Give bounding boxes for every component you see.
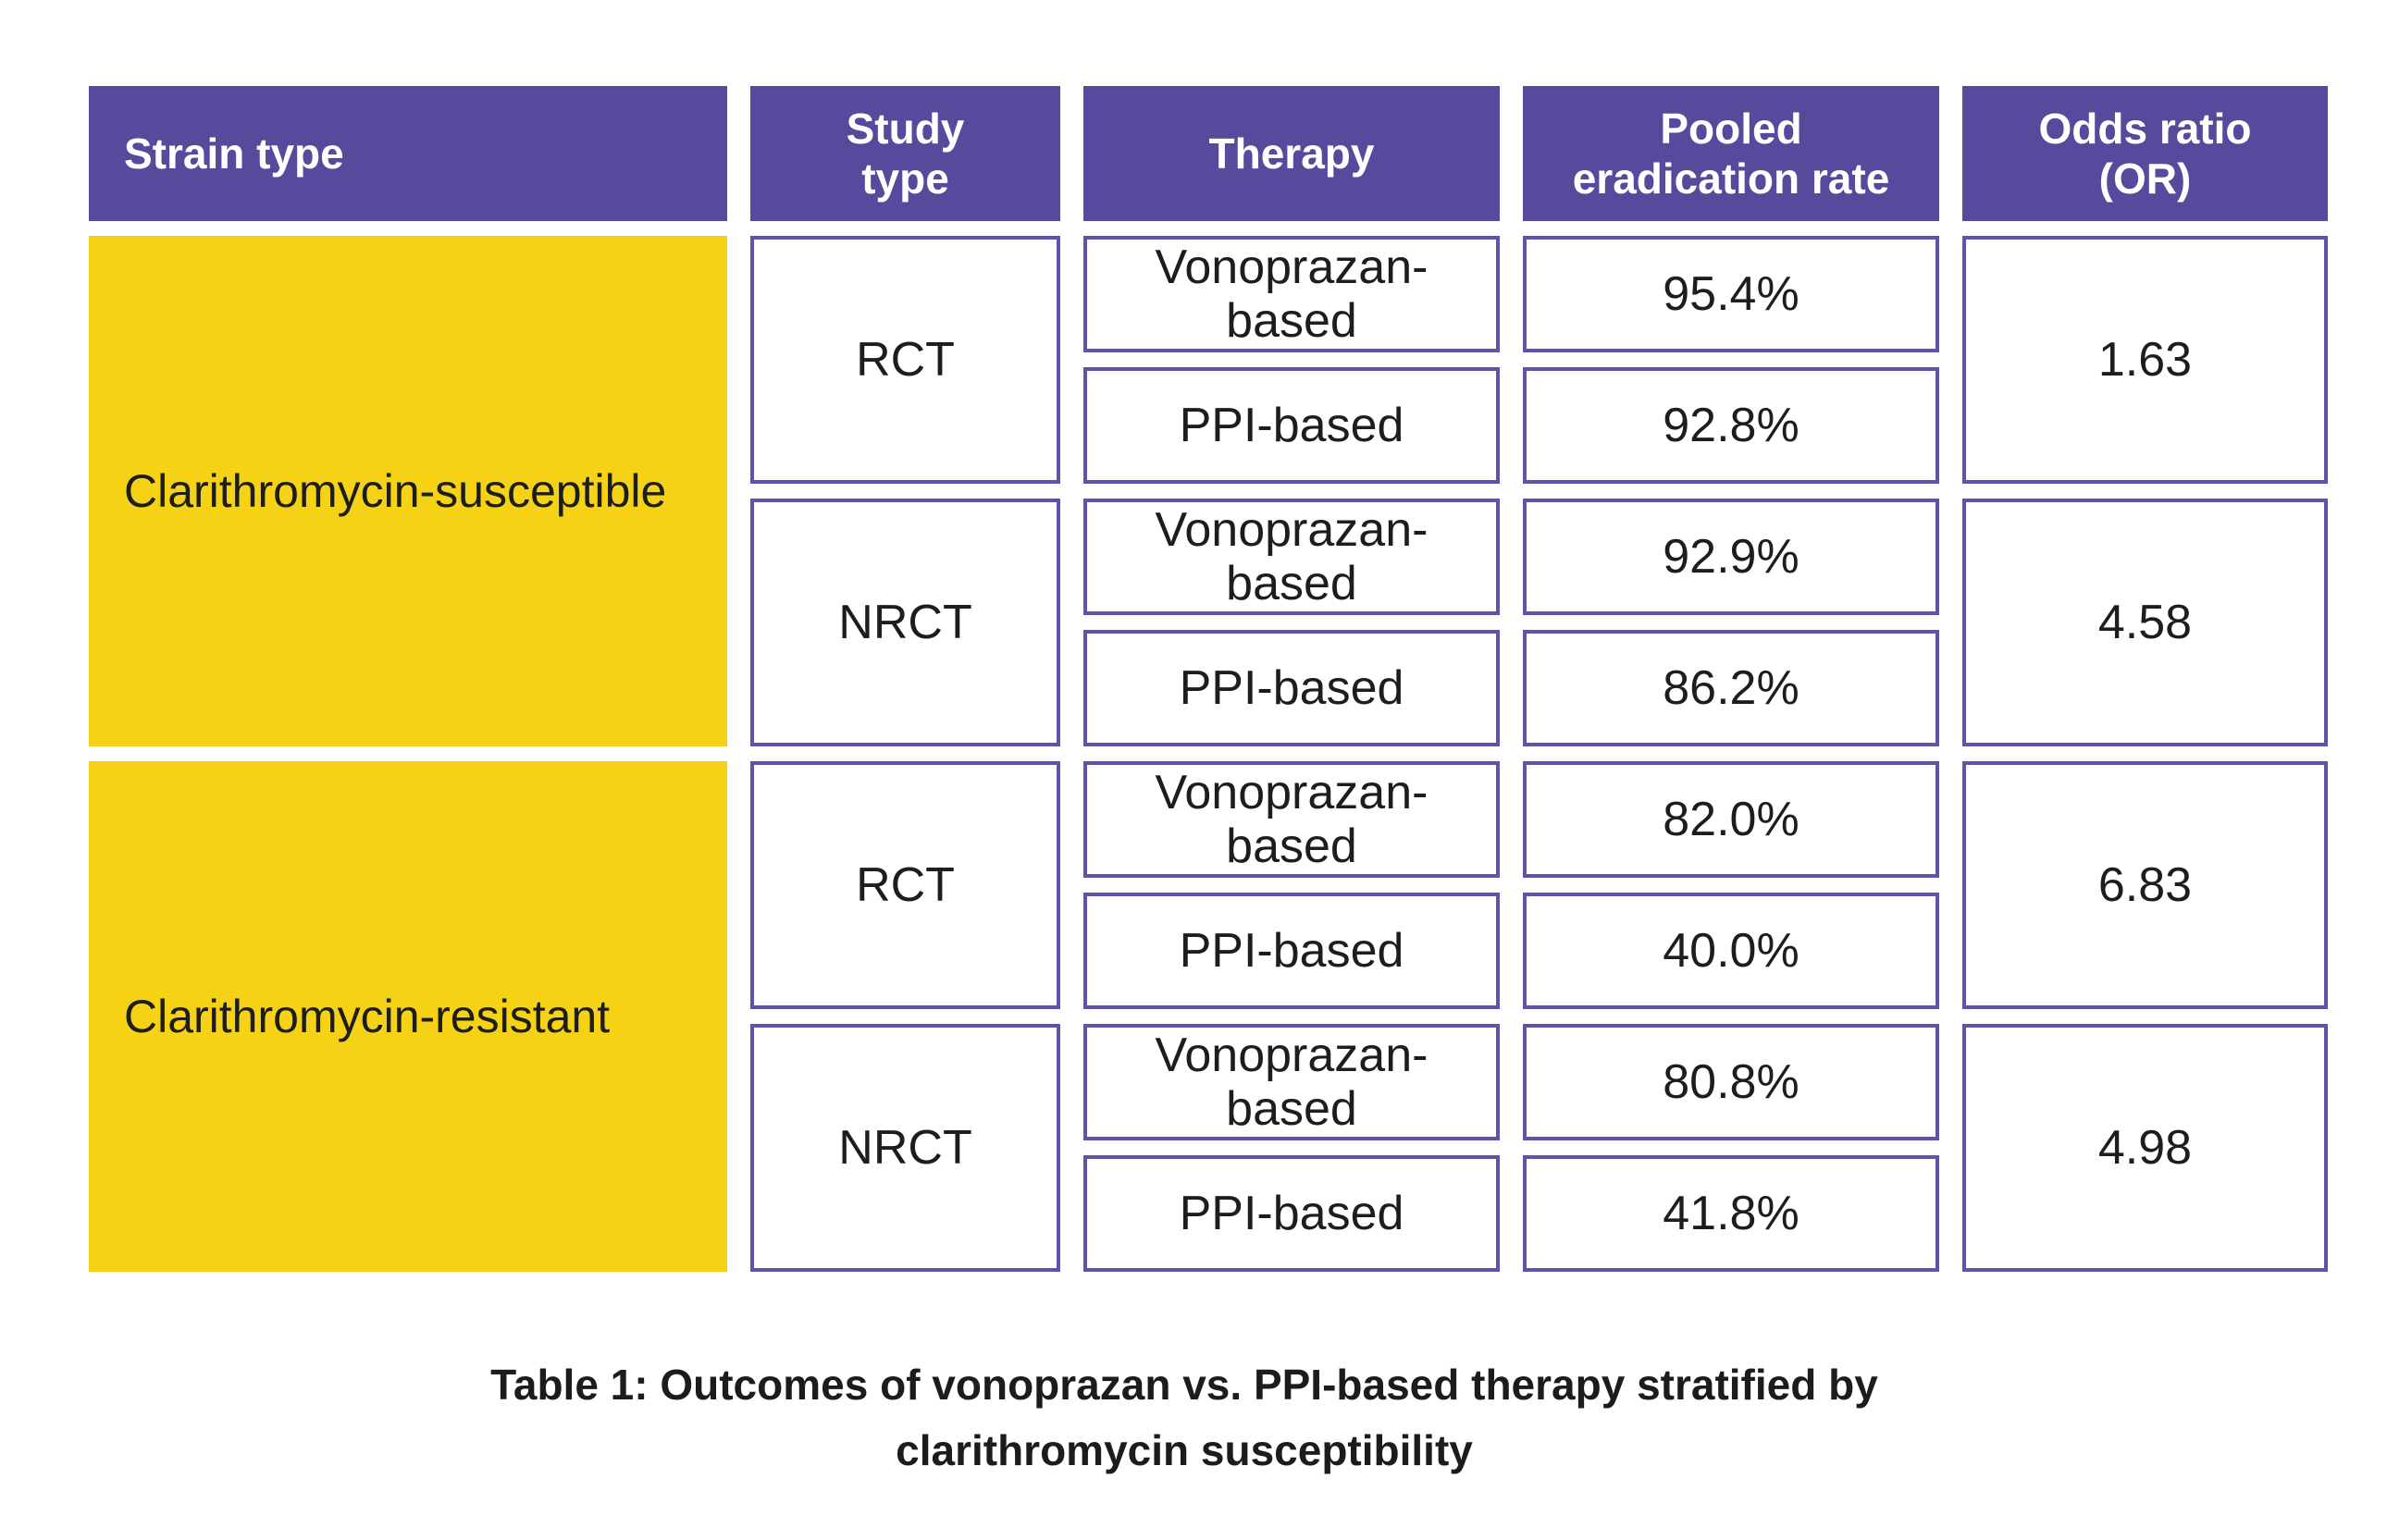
column-header-strain-type: Strain type [89,86,727,221]
header-label: Therapy [1208,129,1375,178]
odds-ratio-cell: 6.83 [1962,761,2328,1009]
therapy-cell: Vonoprazan-based [1083,236,1500,352]
eradication-rate-cell: 40.0% [1523,893,1939,1009]
odds-ratio-cell: 4.58 [1962,499,2328,746]
column-header-study-type: Study type [750,86,1060,221]
header-label-line: Study [846,104,965,153]
rate-value: 41.8% [1663,1186,1800,1240]
study-type-label: NRCT [838,1120,972,1175]
eradication-rate-cell: 82.0% [1523,761,1939,878]
strain-cell-susceptible: Clarithromycin-susceptible [89,236,727,746]
odds-ratio-value: 4.98 [2097,1120,2193,1175]
eradication-rate-cell: 95.4% [1523,236,1939,352]
odds-ratio-value: 1.63 [2097,332,2193,387]
rate-value: 95.4% [1663,266,1800,321]
header-label: Strain type [124,129,344,178]
header-label-line: eradication rate [1572,154,1890,203]
column-header-odds-ratio: Odds ratio (OR) [1962,86,2328,221]
therapy-label: PPI-based [1179,660,1404,715]
eradication-rate-cell: 92.8% [1523,367,1939,484]
therapy-cell: PPI-based [1083,367,1500,484]
therapy-label: PPI-based [1179,923,1404,978]
therapy-label: Vonoprazan-based [1155,1028,1428,1136]
rate-value: 40.0% [1663,923,1800,978]
rate-value: 92.8% [1663,398,1800,452]
therapy-label: PPI-based [1179,1186,1404,1240]
rate-value: 80.8% [1663,1054,1800,1109]
caption-line: Table 1: Outcomes of vonoprazan vs. PPI-… [490,1361,1878,1409]
caption-line: clarithromycin susceptibility [896,1426,1473,1475]
strain-label: Clarithromycin-susceptible [124,465,667,517]
therapy-cell: Vonoprazan-based [1083,499,1500,615]
column-header-therapy: Therapy [1083,86,1500,221]
therapy-cell: Vonoprazan-based [1083,761,1500,878]
study-type-cell: RCT [750,236,1060,484]
study-type-cell: NRCT [750,499,1060,746]
therapy-cell: PPI-based [1083,1155,1500,1272]
odds-ratio-cell: 1.63 [1962,236,2328,484]
therapy-cell: PPI-based [1083,893,1500,1009]
eradication-rate-cell: 92.9% [1523,499,1939,615]
outcomes-table: Strain type Study type Therapy Pooled er… [89,86,2328,1272]
eradication-rate-cell: 86.2% [1523,630,1939,746]
study-type-label: NRCT [838,595,972,649]
therapy-label: Vonoprazan-based [1155,502,1428,610]
therapy-label: Vonoprazan-based [1155,765,1428,873]
rate-value: 92.9% [1663,529,1800,584]
study-type-label: RCT [856,332,955,387]
table-caption: Table 1: Outcomes of vonoprazan vs. PPI-… [0,1352,2368,1485]
odds-ratio-cell: 4.98 [1962,1024,2328,1272]
odds-ratio-value: 6.83 [2097,857,2193,912]
therapy-cell: PPI-based [1083,630,1500,746]
column-header-pooled-eradication-rate: Pooled eradication rate [1523,86,1939,221]
rate-value: 82.0% [1663,792,1800,846]
study-type-cell: RCT [750,761,1060,1009]
header-label-line: (OR) [2098,154,2192,203]
therapy-cell: Vonoprazan-based [1083,1024,1500,1140]
rate-value: 86.2% [1663,660,1800,715]
study-type-cell: NRCT [750,1024,1060,1272]
header-label-line: type [861,154,949,203]
strain-label: Clarithromycin-resistant [124,991,611,1042]
odds-ratio-value: 4.58 [2097,595,2193,649]
eradication-rate-cell: 80.8% [1523,1024,1939,1140]
therapy-label: Vonoprazan-based [1155,240,1428,348]
study-type-label: RCT [856,857,955,912]
eradication-rate-cell: 41.8% [1523,1155,1939,1272]
header-label-line: Pooled [1660,104,1802,153]
therapy-label: PPI-based [1179,398,1404,452]
strain-cell-resistant: Clarithromycin-resistant [89,761,727,1272]
header-label-line: Odds ratio [2038,104,2252,153]
